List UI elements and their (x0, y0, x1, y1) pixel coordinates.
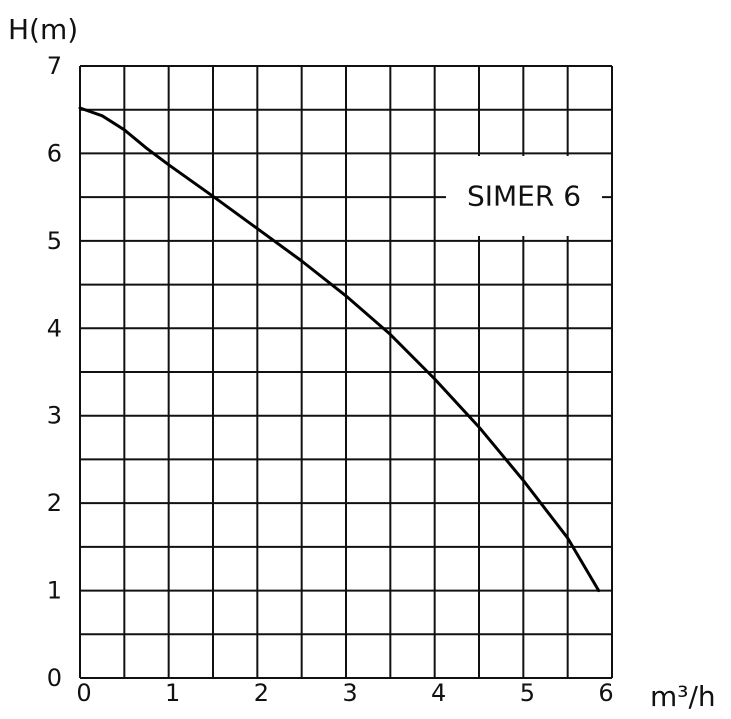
series-label-background (446, 156, 602, 236)
y-tick-label: 3 (47, 402, 62, 430)
x-tick-label: 1 (165, 679, 180, 707)
y-tick-labels: 0 1 2 3 4 5 6 7 (47, 52, 62, 692)
curve-layer (78, 106, 601, 593)
y-tick-label: 5 (47, 227, 62, 255)
x-tick-label: 3 (342, 679, 357, 707)
y-axis-title: H(m) (8, 13, 78, 46)
y-tick-label: 1 (47, 577, 62, 605)
series-label: SIMER 6 (467, 180, 581, 213)
x-tick-label: 0 (76, 679, 91, 707)
x-tick-label: 4 (431, 679, 446, 707)
y-tick-label: 2 (47, 489, 62, 517)
x-tick-labels: 0 1 2 3 4 5 6 (76, 679, 613, 707)
y-tick-label: 6 (47, 139, 62, 167)
x-tick-label: 2 (254, 679, 269, 707)
x-tick-label: 6 (598, 679, 613, 707)
y-tick-label: 4 (47, 314, 62, 342)
y-tick-label: 0 (47, 664, 62, 692)
x-axis-title: m³/h (650, 680, 716, 713)
series-line (78, 106, 601, 593)
y-tick-label: 7 (47, 52, 62, 80)
x-tick-label: 5 (520, 679, 535, 707)
